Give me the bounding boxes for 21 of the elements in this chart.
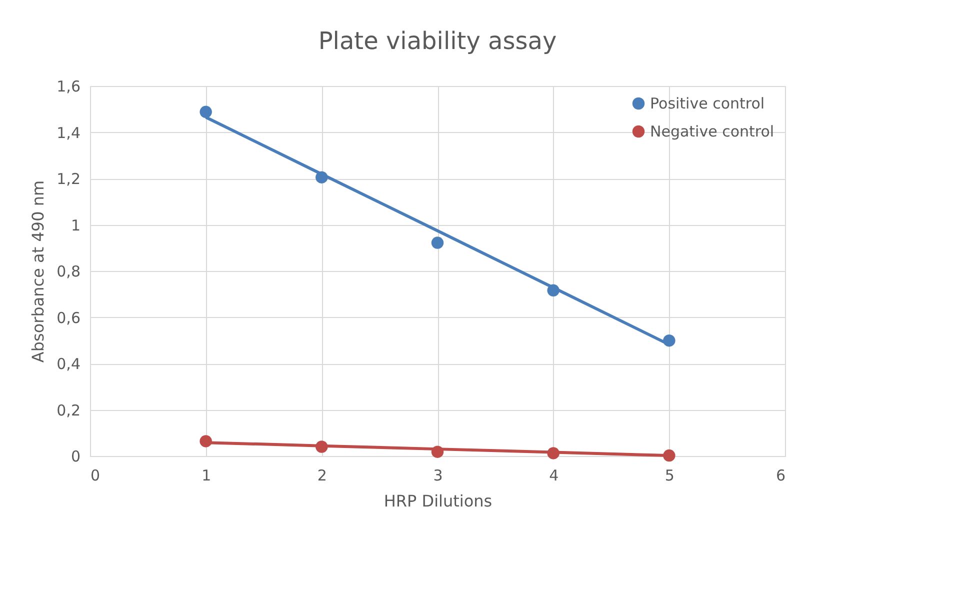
- x-tick-label: 5: [664, 466, 674, 484]
- y-tick-label: 0: [70, 448, 80, 466]
- y-tick-label: 1,2: [56, 170, 80, 188]
- y-tick-label: 0,8: [56, 262, 80, 280]
- chart-title: Plate viability assay: [318, 27, 557, 55]
- legend-label: Positive control: [650, 94, 765, 112]
- legend-label: Negative control: [650, 122, 774, 140]
- x-tick-label: 3: [433, 466, 443, 484]
- x-tick-label: 1: [202, 466, 212, 484]
- y-tick-label: 1: [70, 216, 80, 234]
- x-tick-label: 0: [90, 466, 100, 484]
- y-tick-label: 0,2: [56, 401, 80, 420]
- x-tick-label: 6: [776, 466, 786, 484]
- x-tick-label: 4: [549, 466, 559, 484]
- y-axis-title: Absorbance at 490 nm: [28, 180, 48, 363]
- x-tick-label: 2: [317, 466, 327, 484]
- y-tick-label: 0,4: [56, 355, 80, 373]
- y-tick-label: 1,4: [56, 124, 80, 142]
- y-tick-label: 0,6: [56, 308, 80, 327]
- y-tick-label: 1,6: [56, 78, 80, 96]
- x-axis-title: HRP Dilutions: [384, 492, 492, 510]
